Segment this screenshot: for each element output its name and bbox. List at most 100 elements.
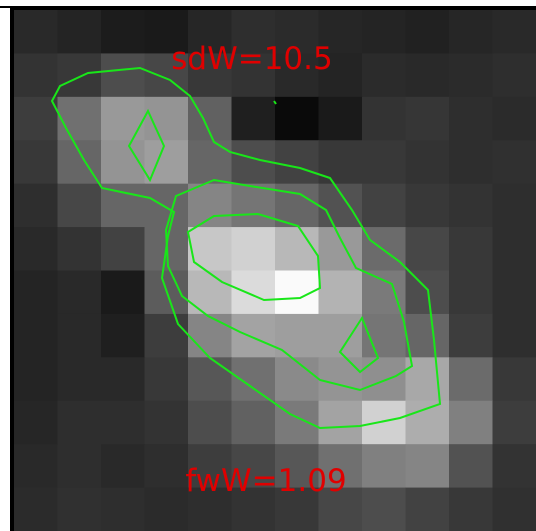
- pixel-cell: [57, 357, 102, 402]
- fw-width-label: fwW=1.09: [185, 463, 347, 499]
- pixel-cell: [14, 183, 59, 228]
- pixel-cell: [188, 140, 233, 185]
- pixel-cell: [405, 10, 450, 55]
- pixel-cell: [144, 487, 189, 531]
- pixel-cell: [101, 487, 146, 531]
- pixel-cell: [405, 96, 450, 141]
- pixel-cell: [101, 357, 146, 402]
- pixel-cell: [188, 313, 233, 358]
- pixel-cell: [405, 227, 450, 272]
- pixel-cell: [14, 270, 59, 315]
- contour-middle: [164, 178, 414, 392]
- pixel-cell: [101, 227, 146, 272]
- left-border: [0, 8, 10, 531]
- pixel-cell: [449, 53, 494, 98]
- pixel-cell: [449, 10, 494, 55]
- pixel-cell: [101, 183, 146, 228]
- pixel-cell: [14, 313, 59, 358]
- pixel-cell: [14, 140, 59, 185]
- pixel-cell: [14, 227, 59, 272]
- pixel-cell: [405, 444, 450, 489]
- pixel-cell: [101, 400, 146, 445]
- pixel-cell: [101, 53, 146, 98]
- pixel-cell: [405, 357, 450, 402]
- pixel-cell: [14, 400, 59, 445]
- pixel-cell: [449, 313, 494, 358]
- pixel-cell: [188, 53, 233, 98]
- pixel-cell: [492, 53, 536, 98]
- pixel-cell: [362, 357, 407, 402]
- pixel-cell: [14, 53, 59, 98]
- pixel-cell: [275, 96, 320, 141]
- contour-speck: [273, 100, 277, 105]
- pixel-cell: [57, 227, 102, 272]
- pixel-cell: [14, 96, 59, 141]
- pixel-cell: [57, 487, 102, 531]
- pixel-grid: [14, 10, 536, 531]
- pixel-cell: [231, 270, 276, 315]
- sd-width-label: sdW=10.5: [171, 41, 333, 77]
- pixel-cell: [57, 444, 102, 489]
- pixel-cell: [362, 96, 407, 141]
- pixel-cell: [275, 313, 320, 358]
- pixel-cell: [405, 487, 450, 531]
- pixel-cell: [318, 227, 363, 272]
- pixel-cell: [405, 313, 450, 358]
- contour-peak-upper: [127, 108, 166, 183]
- pixel-cell: [275, 53, 320, 98]
- pixel-cell: [188, 487, 233, 531]
- contour-group: [50, 66, 442, 430]
- pixel-cell: [362, 444, 407, 489]
- pixel-cell: [318, 444, 363, 489]
- pixel-cell: [14, 357, 59, 402]
- pixel-cell: [275, 227, 320, 272]
- pixel-cell: [449, 140, 494, 185]
- pixel-cell: [188, 10, 233, 55]
- pixel-cell: [492, 10, 536, 55]
- pixel-cell: [362, 140, 407, 185]
- pixel-cell: [492, 227, 536, 272]
- pixel-cell: [275, 487, 320, 531]
- pixel-cell: [362, 10, 407, 55]
- pixel-cell: [57, 96, 102, 141]
- pixel-cell: [449, 357, 494, 402]
- pixel-cell: [492, 183, 536, 228]
- pixel-cell: [188, 357, 233, 402]
- pixel-cell: [14, 487, 59, 531]
- pixel-cell: [57, 270, 102, 315]
- pixel-cell: [101, 444, 146, 489]
- pixel-cell: [405, 140, 450, 185]
- pixel-cell: [188, 400, 233, 445]
- pixel-cell: [492, 313, 536, 358]
- pixel-cell: [318, 400, 363, 445]
- pixel-cell: [144, 313, 189, 358]
- pixel-cell: [449, 183, 494, 228]
- pixel-cell: [231, 10, 276, 55]
- pixel-cell: [231, 487, 276, 531]
- pixel-cell: [275, 444, 320, 489]
- pixel-cell: [405, 183, 450, 228]
- pixel-cell: [144, 10, 189, 55]
- pixel-cell: [362, 400, 407, 445]
- pixel-cell: [449, 400, 494, 445]
- pixel-cell: [231, 313, 276, 358]
- pixel-cell: [144, 357, 189, 402]
- pixel-cell: [318, 357, 363, 402]
- pixel-cell: [318, 270, 363, 315]
- pixel-cell: [231, 53, 276, 98]
- pixel-cell: [492, 444, 536, 489]
- pixel-cell: [231, 400, 276, 445]
- pixel-cell: [231, 357, 276, 402]
- pixel-cell: [101, 313, 146, 358]
- pixel-cell: [449, 444, 494, 489]
- pixel-cell: [101, 140, 146, 185]
- pixel-cell: [275, 10, 320, 55]
- pixel-cell: [318, 140, 363, 185]
- pixel-cell: [492, 140, 536, 185]
- pixel-cell: [144, 444, 189, 489]
- pixel-cell: [144, 183, 189, 228]
- top-border: [0, 0, 536, 8]
- pixel-cell: [318, 10, 363, 55]
- pixel-cell: [449, 270, 494, 315]
